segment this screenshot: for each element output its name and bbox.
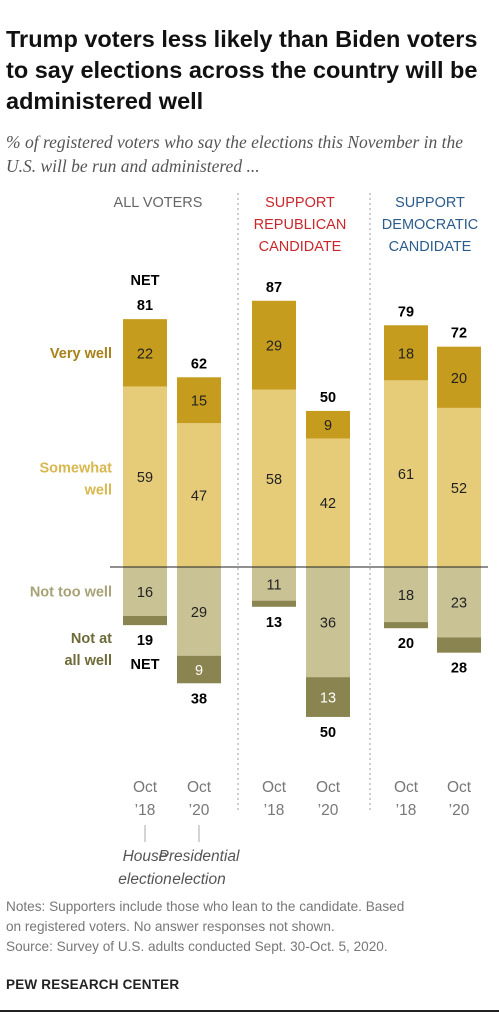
x-tick-g1-b1-month: Oct xyxy=(133,779,158,796)
bar-not-at-all-well-g1-b2 xyxy=(177,655,221,684)
label-somewhat-well-g2-b2: 42 xyxy=(320,496,336,512)
group-header-3-line-2: DEMOCRATIC xyxy=(382,217,478,233)
bar-somewhat-well-g1-b2 xyxy=(177,423,221,567)
bottom-rule xyxy=(0,1010,499,1012)
label-very-well-g3-b1: 18 xyxy=(398,346,414,362)
x-tick-g3-b2-month: Oct xyxy=(447,779,472,796)
net-negative-g2-b1: 13 xyxy=(266,615,282,631)
label-very-well-g2-b2: 9 xyxy=(324,418,332,434)
net-positive-g1-b2: 62 xyxy=(191,356,207,372)
bar-very-well-g3-b1 xyxy=(384,325,428,381)
bar-not-at-all-well-g2-b2 xyxy=(306,677,350,717)
net-negative-g1-b1: 19 xyxy=(137,633,153,649)
label-very-well-g1-b1: 22 xyxy=(137,346,153,362)
x-tick-g2-b1-month: Oct xyxy=(262,779,287,796)
net-positive-g3-b1: 79 xyxy=(398,304,414,320)
bar-somewhat-well-g1-b1 xyxy=(123,386,167,567)
label-very-well-g1-b2: 15 xyxy=(191,394,207,410)
bar-very-well-g1-b2 xyxy=(177,377,221,424)
net-negative-g2-b2: 50 xyxy=(320,725,336,741)
label-not-at-all-well-g2-b2: 13 xyxy=(320,691,336,707)
label-not-too-well-g2-b1: 11 xyxy=(266,577,281,593)
bar-not-at-all-well-g3-b2 xyxy=(437,637,481,653)
label-somewhat-well-g3-b2: 52 xyxy=(451,481,467,497)
bar-not-too-well-g2-b2 xyxy=(306,567,350,678)
net-label-negative: NET xyxy=(131,657,160,673)
x-annotation-2-line-1: Presidential xyxy=(159,848,241,865)
label-somewhat-well-g1-b1: 59 xyxy=(137,470,153,486)
bar-not-at-all-well-g3-b1 xyxy=(384,622,428,629)
notes-line-1: Notes: Supporters include those who lean… xyxy=(6,899,405,914)
net-positive-g1-b1: 81 xyxy=(137,298,153,314)
legend-somewhat-well-line-1: Somewhat xyxy=(39,461,112,477)
net-negative-g1-b2: 38 xyxy=(191,691,207,707)
group-header-1-line-1: ALL VOTERS xyxy=(114,195,203,211)
net-negative-g3-b1: 20 xyxy=(398,636,414,652)
group-header-2-line-1: SUPPORT xyxy=(265,195,335,211)
x-annotation-2-line-2: election xyxy=(172,871,225,888)
x-tick-g1-b1-year: ’18 xyxy=(135,802,156,819)
legend-not-at-all-well-line-1: Not at xyxy=(71,631,112,647)
legend-very-well: Very well xyxy=(50,346,112,362)
net-positive-g2-b1: 87 xyxy=(266,280,282,296)
label-not-too-well-g3-b1: 18 xyxy=(398,588,414,604)
bar-not-too-well-g3-b1 xyxy=(384,567,428,623)
bar-not-too-well-g1-b1 xyxy=(123,567,167,616)
x-tick-g2-b2-month: Oct xyxy=(316,779,341,796)
bar-very-well-g1-b1 xyxy=(123,319,167,387)
label-not-too-well-g1-b1: 16 xyxy=(137,585,153,601)
label-not-too-well-g3-b2: 23 xyxy=(451,596,467,612)
net-negative-g3-b2: 28 xyxy=(451,661,467,677)
x-tick-g3-b2-year: ’20 xyxy=(449,802,470,819)
label-somewhat-well-g1-b2: 47 xyxy=(191,489,207,505)
net-positive-g2-b2: 50 xyxy=(320,390,336,406)
bar-somewhat-well-g2-b1 xyxy=(252,389,296,567)
bar-not-at-all-well-g2-b1 xyxy=(252,600,296,607)
group-header-3-line-1: SUPPORT xyxy=(395,195,465,211)
bar-not-at-all-well-g1-b1 xyxy=(123,615,167,626)
group-header-2-line-2: REPUBLICAN xyxy=(254,217,347,233)
x-tick-g3-b1-year: ’18 xyxy=(396,802,417,819)
bar-somewhat-well-g3-b2 xyxy=(437,407,481,567)
pew-logo-text: PEW RESEARCH CENTER xyxy=(6,977,180,992)
label-not-too-well-g2-b2: 36 xyxy=(320,616,336,632)
bar-very-well-g2-b2 xyxy=(306,410,350,439)
x-tick-g2-b2-year: ’20 xyxy=(318,802,339,819)
x-tick-g1-b2-month: Oct xyxy=(187,779,212,796)
x-tick-g3-b1-month: Oct xyxy=(394,779,419,796)
x-annotation-1-line-1: House xyxy=(123,848,168,865)
x-tick-g2-b1-year: ’18 xyxy=(264,802,285,819)
notes-line-2: on registered voters. No answer response… xyxy=(6,919,335,934)
bar-not-too-well-g1-b2 xyxy=(177,567,221,656)
label-very-well-g2-b1: 29 xyxy=(266,339,282,355)
legend-somewhat-well-line-2: well xyxy=(84,483,112,499)
bar-very-well-g2-b1 xyxy=(252,300,296,390)
group-header-3-line-3: CANDIDATE xyxy=(389,239,472,255)
bar-not-too-well-g3-b2 xyxy=(437,567,481,638)
label-somewhat-well-g3-b1: 61 xyxy=(398,467,414,483)
bar-somewhat-well-g3-b1 xyxy=(384,380,428,567)
x-annotation-1-line-2: election xyxy=(118,871,171,888)
bar-somewhat-well-g2-b2 xyxy=(306,438,350,567)
net-label-positive: NET xyxy=(131,273,160,289)
net-positive-g3-b2: 72 xyxy=(451,326,467,342)
source-line: Source: Survey of U.S. adults conducted … xyxy=(6,939,388,954)
chart-notes: Notes: Supporters include those who lean… xyxy=(6,897,494,957)
label-very-well-g3-b2: 20 xyxy=(451,371,467,387)
label-not-at-all-well-g1-b2: 9 xyxy=(195,663,203,679)
bar-very-well-g3-b2 xyxy=(437,346,481,408)
stacked-bar-chart: ALL VOTERS SUPPORT REPUBLICAN CANDIDATE SUPP… xyxy=(30,193,488,888)
x-tick-g1-b2-year: ’20 xyxy=(189,802,210,819)
legend-not-at-all-well-line-2: all well xyxy=(64,653,112,669)
label-somewhat-well-g2-b1: 58 xyxy=(266,472,282,488)
chart-title: Trump voters less likely than Biden vote… xyxy=(6,26,478,114)
label-not-too-well-g1-b2: 29 xyxy=(191,605,207,621)
chart-subtitle: % of registered voters who say the elect… xyxy=(6,132,464,176)
bar-not-too-well-g2-b1 xyxy=(252,567,296,601)
group-header-2-line-3: CANDIDATE xyxy=(259,239,342,255)
legend-not-too-well: Not too well xyxy=(30,584,112,600)
